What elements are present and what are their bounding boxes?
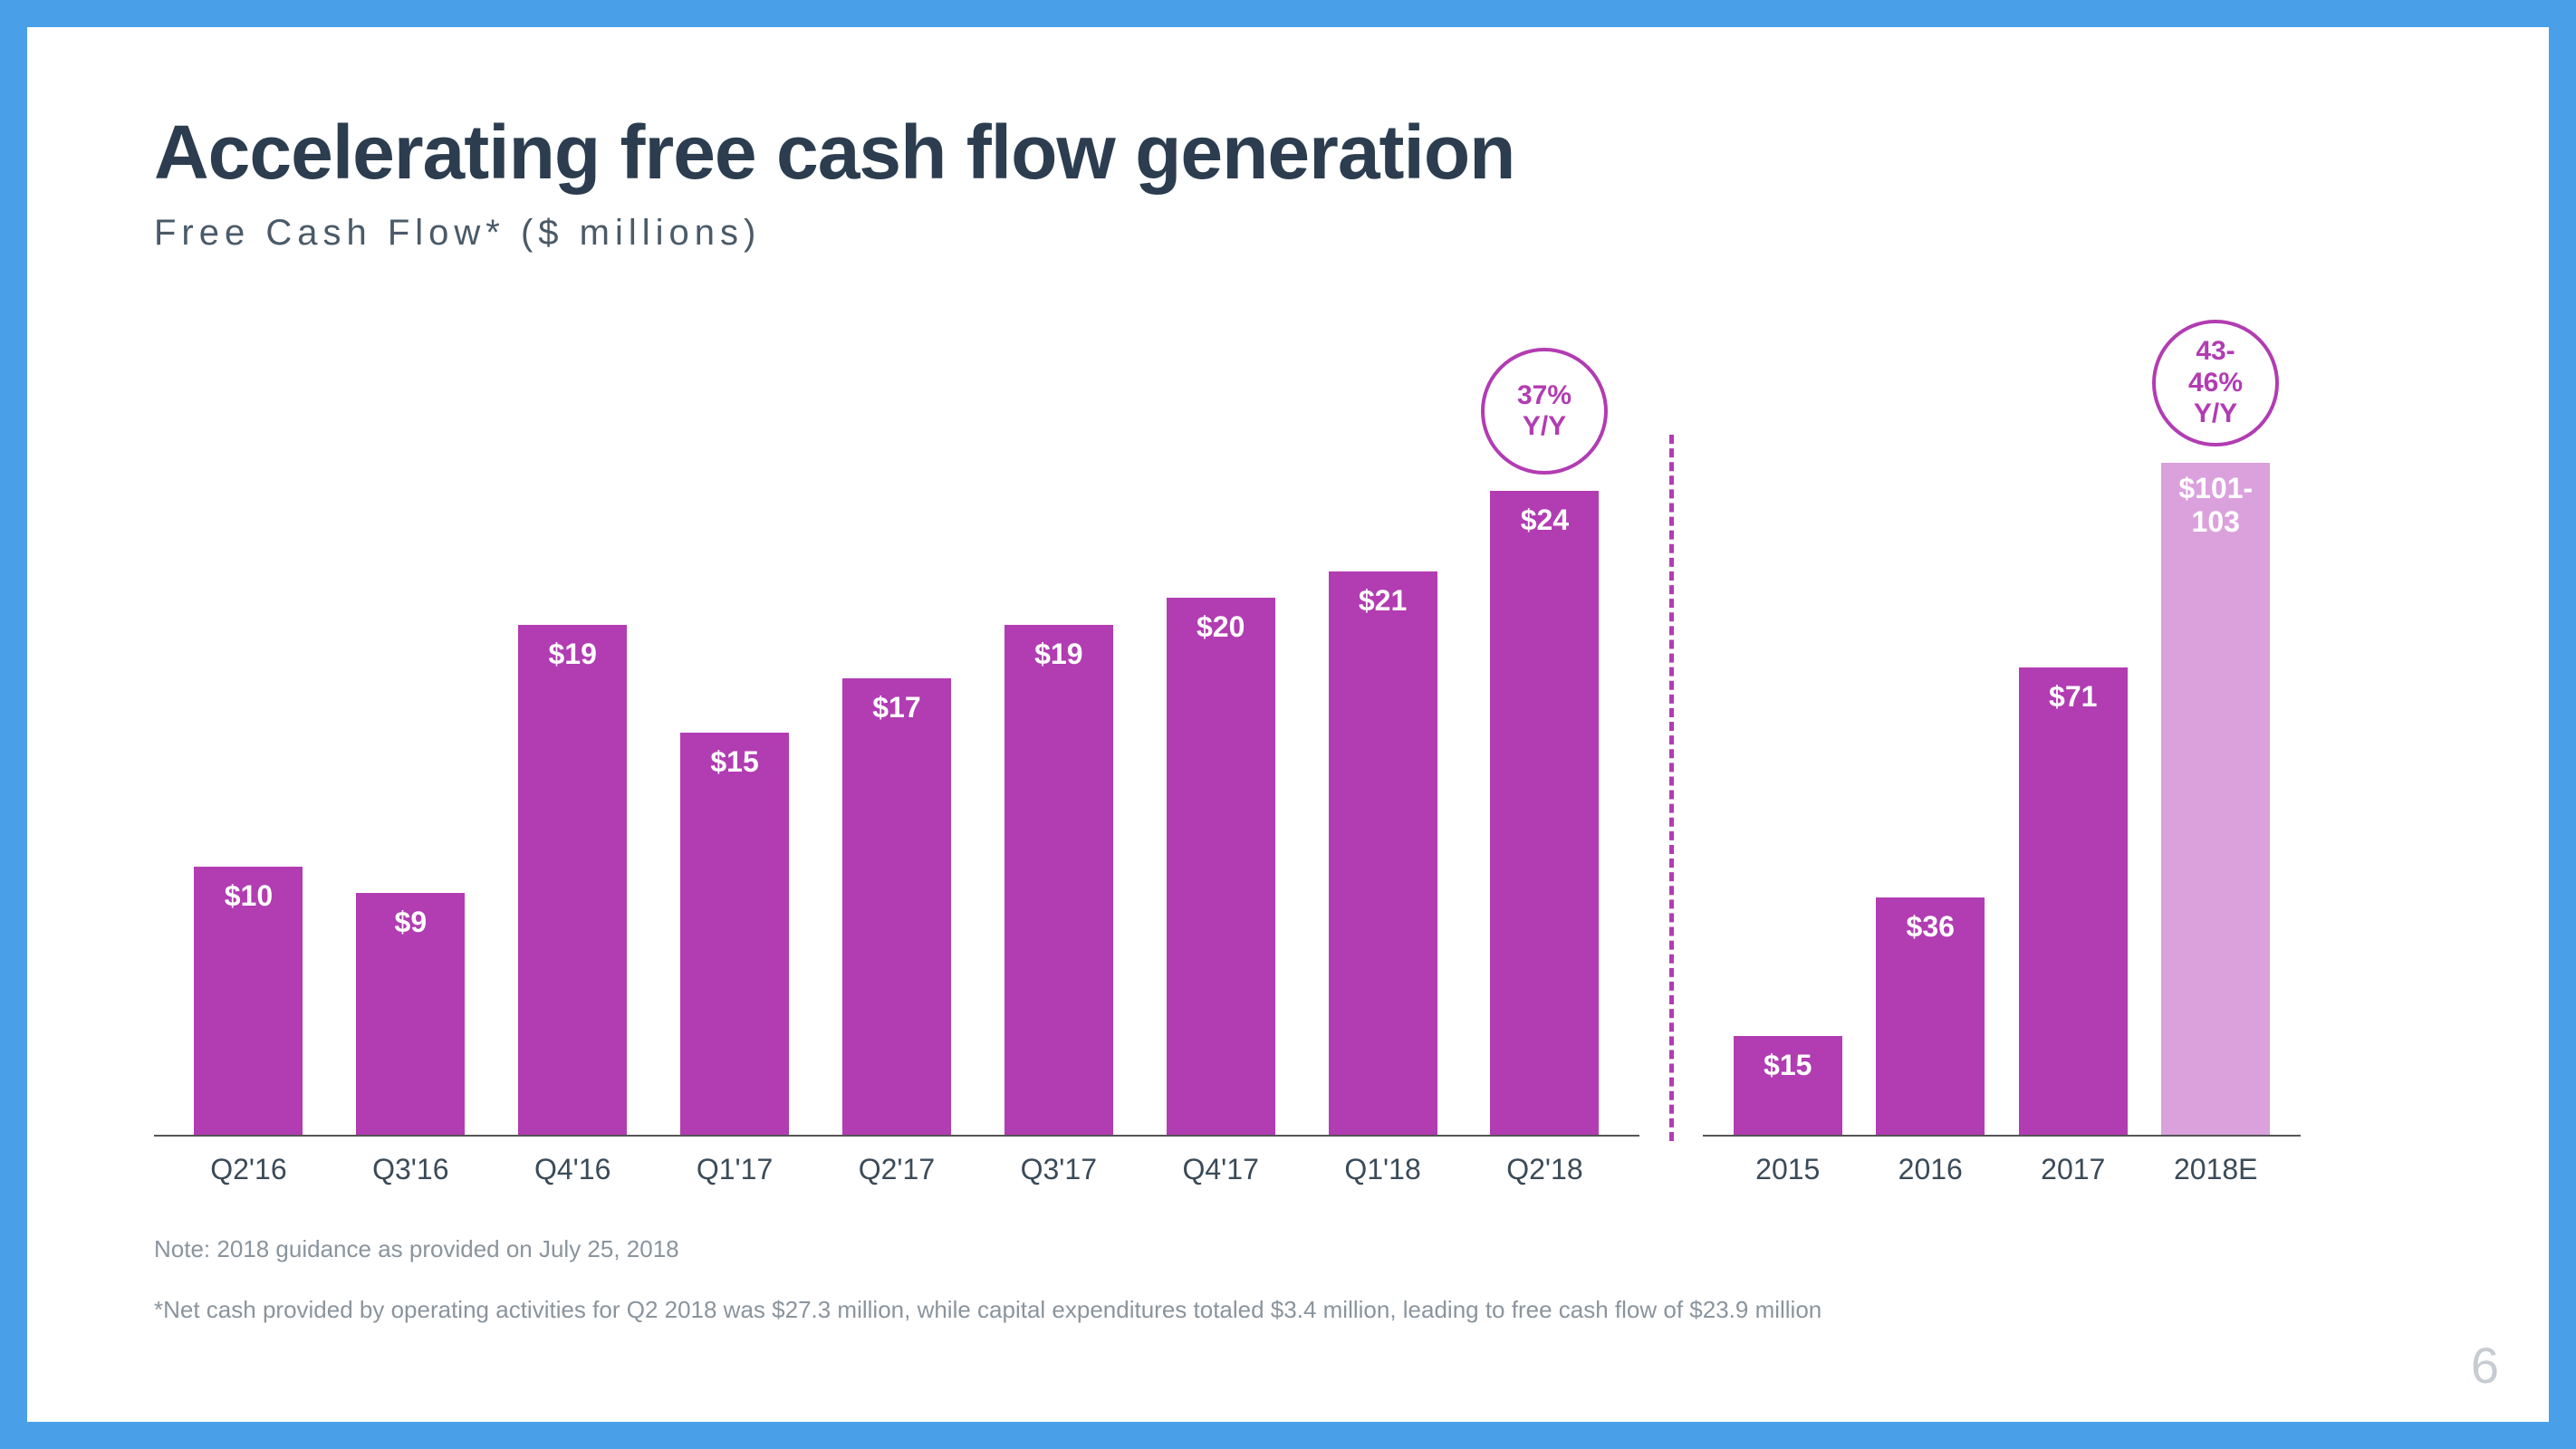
bar: $101-103 bbox=[2161, 463, 2270, 1135]
annual-plot: $15 $36 $71 $101-103 bbox=[1703, 412, 2301, 1137]
bar-wrap: $19 bbox=[982, 412, 1136, 1135]
axis-label: 2017 bbox=[2005, 1153, 2141, 1186]
bar-wrap: $21 bbox=[1306, 412, 1460, 1135]
bar: $24 bbox=[1490, 491, 1599, 1135]
page-number: 6 bbox=[2471, 1336, 2499, 1395]
callout-line: 46% bbox=[2188, 368, 2243, 399]
bar-wrap: $71 bbox=[2005, 412, 2141, 1135]
bar-wrap: $10 bbox=[171, 412, 325, 1135]
quarterly-chart: $10$9$19$15$17$19$20$21$24 Q2'16Q3'16Q4'… bbox=[154, 412, 1639, 1186]
annual-axis: 2015201620172018E bbox=[1703, 1137, 2301, 1186]
bar-value-label: $21 bbox=[1329, 584, 1437, 618]
bar-value-label: $20 bbox=[1167, 610, 1275, 644]
callout-line: Y/Y bbox=[1523, 411, 1566, 443]
bar: $19 bbox=[1004, 625, 1113, 1135]
bar-value-label: $24 bbox=[1490, 504, 1599, 537]
bar-value-label: $9 bbox=[356, 906, 465, 939]
bar: $9 bbox=[356, 893, 465, 1135]
axis-label: Q2'16 bbox=[171, 1153, 325, 1186]
bar: $20 bbox=[1167, 598, 1275, 1135]
footnote-line: *Net cash provided by operating activiti… bbox=[154, 1292, 2431, 1328]
bar: $15 bbox=[680, 733, 789, 1135]
bar: $21 bbox=[1329, 571, 1437, 1135]
callout-line: Y/Y bbox=[2194, 398, 2237, 430]
bar-wrap: $36 bbox=[1862, 412, 1998, 1135]
bar-value-label: $19 bbox=[1004, 638, 1113, 671]
bar-wrap: $15 bbox=[658, 412, 812, 1135]
chart-divider bbox=[1639, 435, 1703, 1141]
bar-value-label: $10 bbox=[194, 879, 303, 913]
quarterly-callout: 37% Y/Y bbox=[1481, 348, 1608, 475]
axis-label: Q1'18 bbox=[1306, 1153, 1460, 1186]
bar: $71 bbox=[2019, 667, 2128, 1135]
bar: $19 bbox=[518, 625, 627, 1135]
quarterly-plot: $10 $9 $19 $15 $17 $19 $20 $21 $24 bbox=[154, 412, 1639, 1137]
callout-line: 37% bbox=[1517, 380, 1572, 412]
annual-chart: $15$36$71$101-103 2015201620172018E 43- … bbox=[1703, 412, 2301, 1186]
slide-subtitle: Free Cash Flow* ($ millions) bbox=[154, 213, 2431, 254]
bar-wrap: $17 bbox=[820, 412, 974, 1135]
axis-label: Q4'17 bbox=[1144, 1153, 1298, 1186]
axis-label: Q3'17 bbox=[982, 1153, 1136, 1186]
bar: $15 bbox=[1734, 1036, 1842, 1135]
bar: $17 bbox=[842, 678, 951, 1135]
divider-line bbox=[1669, 435, 1674, 1141]
bar: $10 bbox=[194, 867, 303, 1135]
annual-callout: 43- 46% Y/Y bbox=[2152, 320, 2279, 446]
bar-value-label: $101-103 bbox=[2161, 472, 2270, 539]
bar-wrap: $101-103 bbox=[2148, 412, 2283, 1135]
quarterly-axis: Q2'16Q3'16Q4'16 Q1'17Q2'17Q3'17Q4'17Q1'18… bbox=[154, 1137, 1639, 1186]
bar: $36 bbox=[1876, 897, 1985, 1135]
axis-label: 2015 bbox=[1720, 1153, 1856, 1186]
slide-title: Accelerating free cash flow generation bbox=[154, 109, 2431, 197]
axis-label: Q1'17 bbox=[658, 1153, 812, 1186]
slide-frame: Accelerating free cash flow generation F… bbox=[0, 0, 2576, 1449]
bar-value-label: $15 bbox=[680, 745, 789, 779]
bar-value-label: $17 bbox=[842, 691, 951, 724]
bar-value-label: $15 bbox=[1734, 1049, 1842, 1082]
axis-label: Q2'17 bbox=[820, 1153, 974, 1186]
bar-wrap: $9 bbox=[333, 412, 487, 1135]
axis-label: 2018E bbox=[2148, 1153, 2283, 1186]
bar-value-label: $19 bbox=[518, 638, 627, 671]
bar-value-label: $71 bbox=[2019, 680, 2128, 714]
callout-line: 43- bbox=[2196, 336, 2235, 368]
bar-wrap: $24 bbox=[1467, 412, 1621, 1135]
axis-label: 2016 bbox=[1862, 1153, 1998, 1186]
bar-wrap: $15 bbox=[1720, 412, 1856, 1135]
footnote-line: Note: 2018 guidance as provided on July … bbox=[154, 1232, 2431, 1267]
axis-label: Q3'16 bbox=[333, 1153, 487, 1186]
charts-row: $10$9$19$15$17$19$20$21$24 Q2'16Q3'16Q4'… bbox=[154, 272, 2431, 1186]
axis-label: Q2'18 bbox=[1467, 1153, 1621, 1186]
bar-wrap: $19 bbox=[495, 412, 649, 1135]
footnotes: Note: 2018 guidance as provided on July … bbox=[154, 1232, 2431, 1328]
bar-wrap: $20 bbox=[1144, 412, 1298, 1135]
bar-value-label: $36 bbox=[1876, 910, 1985, 944]
axis-label: Q4'16 bbox=[495, 1153, 649, 1186]
